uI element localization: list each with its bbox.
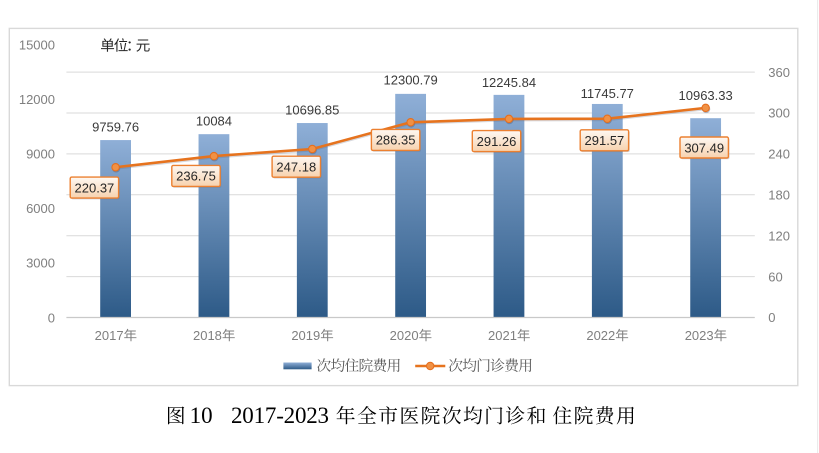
svg-text:2017-2023: 2017-2023: [231, 403, 329, 428]
svg-text:180: 180: [768, 187, 790, 202]
svg-text:9000: 9000: [26, 147, 55, 162]
svg-text:9759.76: 9759.76: [92, 120, 139, 135]
svg-text:2017: 2017: [95, 328, 124, 343]
svg-text:291.57: 291.57: [585, 133, 625, 148]
svg-text:10696.85: 10696.85: [285, 103, 339, 118]
svg-text:3000: 3000: [26, 256, 55, 271]
svg-text:247.18: 247.18: [276, 159, 316, 174]
svg-text:12245.84: 12245.84: [482, 75, 536, 90]
svg-text:291.26: 291.26: [477, 134, 517, 149]
svg-text:2023: 2023: [685, 328, 714, 343]
svg-text:2022: 2022: [586, 328, 615, 343]
svg-text:0: 0: [48, 310, 55, 325]
svg-text:220.37: 220.37: [75, 180, 115, 195]
svg-text:286.35: 286.35: [376, 133, 416, 148]
svg-text:307.49: 307.49: [684, 140, 724, 155]
svg-text:2021: 2021: [488, 328, 517, 343]
svg-text:15000: 15000: [19, 38, 55, 53]
svg-text:120: 120: [768, 228, 790, 243]
svg-text:6000: 6000: [26, 201, 55, 216]
svg-text:10963.33: 10963.33: [679, 88, 733, 103]
svg-text:10084: 10084: [196, 114, 232, 129]
svg-text:12300.79: 12300.79: [384, 72, 438, 87]
svg-text:240: 240: [768, 147, 790, 162]
svg-text:60: 60: [768, 269, 782, 284]
svg-text:2018: 2018: [193, 328, 222, 343]
svg-text:236.75: 236.75: [176, 169, 216, 184]
svg-text:11745.77: 11745.77: [581, 86, 634, 101]
svg-text:2019: 2019: [291, 328, 320, 343]
svg-text:10: 10: [190, 403, 213, 428]
svg-text:0: 0: [768, 310, 775, 325]
svg-text:12000: 12000: [19, 92, 55, 107]
svg-text:2020: 2020: [390, 328, 419, 343]
svg-text:360: 360: [768, 65, 790, 80]
svg-text:300: 300: [768, 106, 790, 121]
